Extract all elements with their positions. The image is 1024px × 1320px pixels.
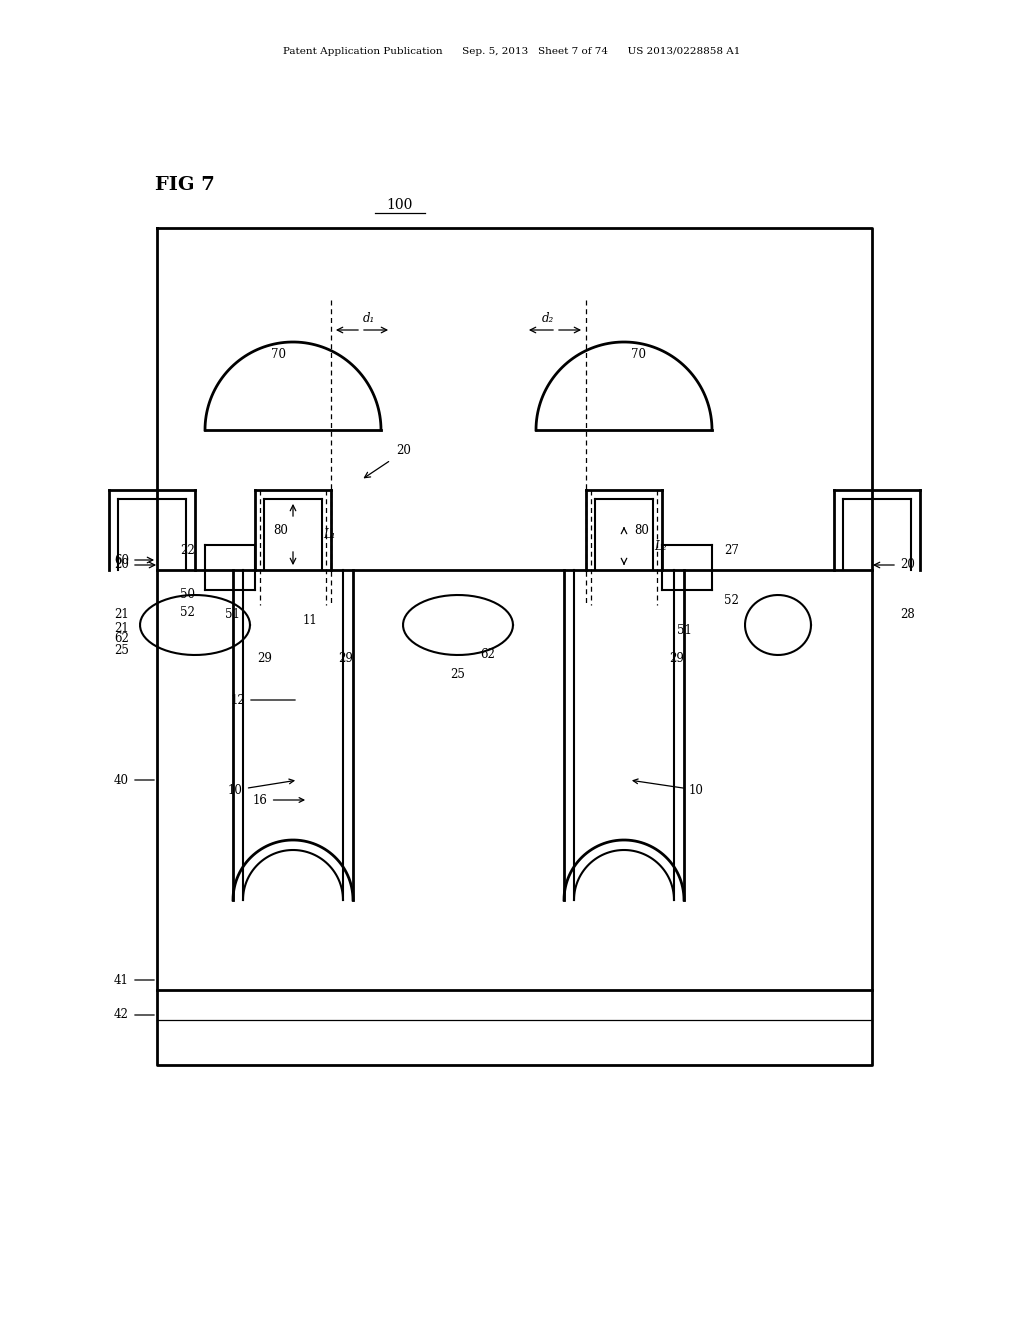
Text: 51: 51	[677, 623, 692, 636]
Text: 11: 11	[303, 614, 317, 627]
Text: 29: 29	[258, 652, 272, 664]
Text: 16: 16	[253, 793, 304, 807]
Text: 12: 12	[230, 693, 245, 706]
Text: 80: 80	[634, 524, 649, 536]
Text: 29: 29	[339, 652, 353, 664]
Text: 62: 62	[480, 648, 496, 661]
Text: 25: 25	[114, 644, 129, 656]
Text: 42: 42	[114, 1008, 129, 1022]
Text: 10: 10	[228, 779, 294, 796]
Text: 27: 27	[724, 544, 739, 557]
Text: 22: 22	[180, 544, 195, 557]
Text: 41: 41	[114, 974, 129, 986]
Text: 20: 20	[114, 558, 129, 572]
Text: 80: 80	[273, 524, 288, 536]
Text: 70: 70	[270, 348, 286, 362]
Text: 70: 70	[632, 348, 646, 362]
Text: 21: 21	[115, 622, 129, 635]
Text: 52: 52	[180, 606, 195, 619]
Text: 60: 60	[114, 553, 129, 566]
Text: 20: 20	[396, 444, 411, 457]
Text: d₁: d₁	[362, 312, 375, 325]
Text: 10: 10	[633, 779, 703, 796]
Text: 62: 62	[114, 631, 129, 644]
Text: 25: 25	[451, 668, 466, 681]
Text: 29: 29	[670, 652, 684, 664]
Text: FIG 7: FIG 7	[155, 176, 215, 194]
Text: 51: 51	[225, 609, 240, 622]
Text: 20: 20	[900, 558, 914, 572]
Text: Patent Application Publication      Sep. 5, 2013   Sheet 7 of 74      US 2013/02: Patent Application Publication Sep. 5, 2…	[284, 48, 740, 57]
Text: 21: 21	[115, 609, 129, 622]
Text: L₂: L₂	[654, 540, 667, 553]
Text: L₁: L₁	[323, 528, 336, 540]
Text: 50: 50	[180, 589, 195, 602]
Text: 40: 40	[114, 774, 129, 787]
Text: d₂: d₂	[542, 312, 554, 325]
Text: 100: 100	[387, 198, 414, 213]
Text: 28: 28	[900, 609, 914, 622]
Text: 52: 52	[724, 594, 739, 606]
